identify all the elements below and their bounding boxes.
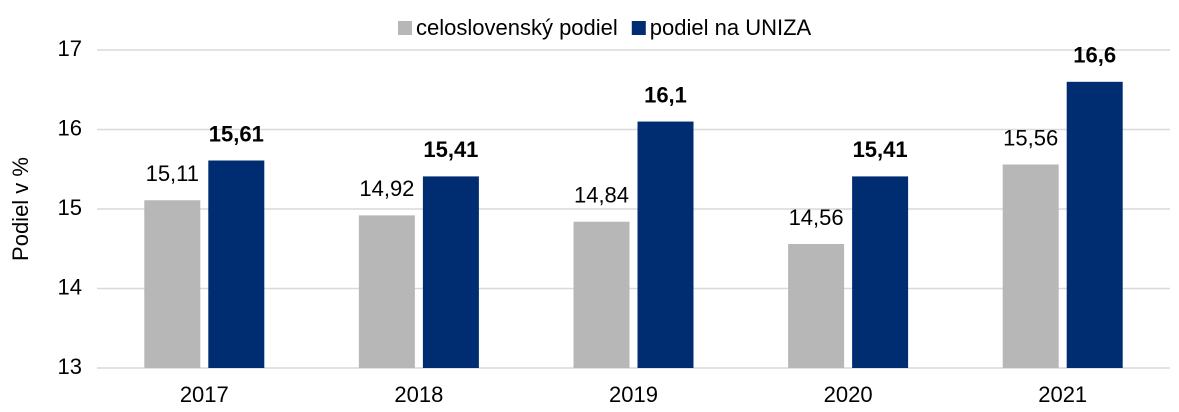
bar bbox=[1066, 81, 1123, 369]
x-tick-label: 2017 bbox=[180, 382, 229, 407]
x-tick-label: 2019 bbox=[609, 382, 658, 407]
bar bbox=[1002, 164, 1059, 368]
value-label: 15,41 bbox=[853, 137, 908, 162]
bar bbox=[144, 200, 201, 368]
y-tick-label: 15 bbox=[58, 195, 82, 220]
bar bbox=[208, 160, 265, 368]
value-label: 14,56 bbox=[789, 205, 844, 230]
y-axis-label: Podiel v % bbox=[8, 157, 33, 261]
x-tick-label: 2018 bbox=[394, 382, 443, 407]
bar bbox=[573, 221, 630, 368]
y-tick-label: 13 bbox=[58, 354, 82, 379]
value-label: 15,61 bbox=[209, 121, 264, 146]
value-label: 15,41 bbox=[423, 137, 478, 162]
y-tick-label: 17 bbox=[58, 36, 82, 61]
bar bbox=[422, 176, 479, 368]
value-label: 14,92 bbox=[359, 176, 414, 201]
y-tick-label: 14 bbox=[58, 274, 82, 299]
legend-label: celoslovenský podiel bbox=[416, 15, 618, 40]
x-tick-label: 2021 bbox=[1038, 382, 1087, 407]
value-label: 15,11 bbox=[146, 161, 199, 186]
bar bbox=[637, 121, 694, 368]
bar bbox=[852, 176, 909, 368]
legend-swatch bbox=[631, 21, 646, 35]
value-label: 16,1 bbox=[644, 82, 687, 107]
bar bbox=[788, 243, 845, 368]
value-label: 14,84 bbox=[574, 183, 629, 208]
value-label: 15,56 bbox=[1003, 125, 1058, 150]
legend-swatch bbox=[398, 21, 412, 35]
x-tick-label: 2020 bbox=[824, 382, 873, 407]
legend-label: podiel na UNIZA bbox=[650, 15, 812, 40]
value-label: 16,6 bbox=[1073, 43, 1116, 68]
bar bbox=[358, 215, 415, 368]
y-tick-label: 16 bbox=[58, 115, 82, 140]
